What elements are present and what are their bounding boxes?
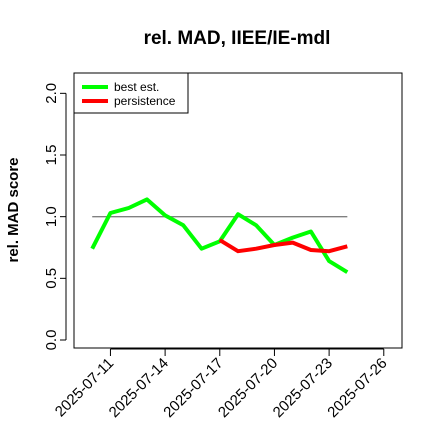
y-tick-label: 1.5 [43, 145, 60, 166]
series-line-persistence [218, 238, 348, 254]
legend: best est. persistence [73, 72, 189, 114]
y-tick-label: 1.0 [43, 206, 60, 227]
x-axis: 2025-07-112025-07-142025-07-172025-07-20… [52, 348, 391, 421]
y-axis: 0.0 0.5 1.0 1.5 2.0 [43, 83, 67, 351]
plot-frame [73, 72, 403, 349]
legend-box [73, 72, 189, 114]
y-axis-label: rel. MAD score [5, 157, 22, 262]
legend-label-persistence: persistence [114, 94, 176, 108]
y-tick-label: 0.5 [43, 268, 60, 289]
series-group [90, 197, 349, 274]
y-tick-label: 2.0 [43, 83, 60, 104]
chart-title: rel. MAD, IIEE/IE-mdl [144, 28, 331, 49]
y-tick-label: 0.0 [43, 330, 60, 351]
series-line-best-est [90, 197, 349, 274]
legend-label-best-est: best est. [114, 80, 159, 94]
x-tick-label: 2025-07-26 [324, 355, 390, 421]
